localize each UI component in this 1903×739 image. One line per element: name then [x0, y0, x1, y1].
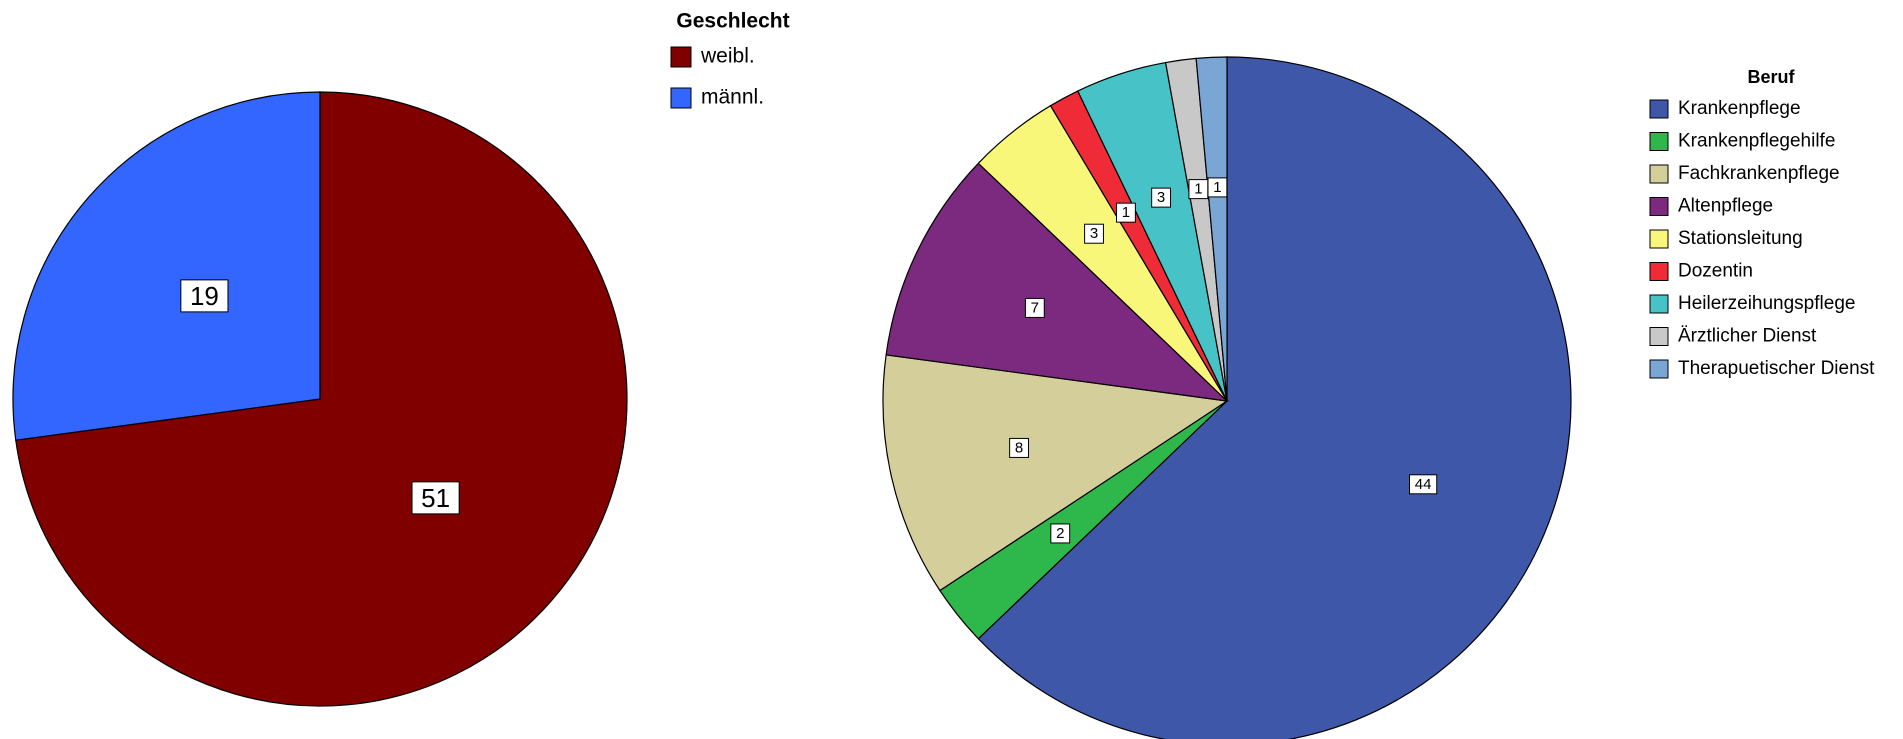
data-label: 1: [1122, 204, 1130, 221]
data-label-box: [411, 481, 460, 515]
data-label-box: [1116, 202, 1136, 223]
data-label: 51: [421, 483, 450, 513]
legend-swatch: [1649, 294, 1669, 314]
legend-swatch: [1649, 262, 1669, 281]
data-label: 8: [1015, 439, 1023, 456]
legend-label: Krankenpflege: [1678, 98, 1801, 119]
legend-swatch: [1649, 197, 1669, 216]
data-label: 3: [1090, 225, 1098, 242]
legend-label: Altenpflege: [1678, 196, 1773, 217]
data-label-box: [1151, 187, 1172, 208]
data-label: 3: [1157, 189, 1165, 206]
data-label-box: [1050, 523, 1071, 544]
legend-title: Beruf: [1747, 67, 1795, 87]
pie-slice: [12, 91, 321, 441]
legend-label: Fachkrankenpflege: [1678, 163, 1840, 184]
legend-swatch: [1649, 229, 1669, 249]
data-label-box: [1024, 297, 1045, 318]
data-label: 19: [190, 281, 219, 311]
data-label: 1: [1194, 181, 1202, 198]
legend-label: weibl.: [700, 45, 755, 68]
legend-label: Krankenpflegehilfe: [1678, 131, 1835, 152]
data-label-box: [1409, 474, 1438, 495]
legend-label: Heilerzeihungspflege: [1678, 293, 1855, 314]
data-label: 44: [1415, 476, 1432, 493]
pie-slice: [1195, 56, 1228, 402]
legend-swatch: [1649, 359, 1669, 379]
legend-swatch: [1649, 164, 1669, 184]
data-label-box: [1084, 223, 1104, 244]
legend-label: Dozentin: [1678, 261, 1753, 282]
data-label: 1: [1213, 179, 1221, 196]
legend-label: Stationsleitung: [1678, 228, 1803, 249]
legend-swatch: [1649, 99, 1669, 119]
legend-label: Therapuetischer Dienst: [1678, 358, 1875, 379]
legend-swatch: [1649, 327, 1669, 346]
legend-swatch: [670, 46, 692, 68]
legend-label: männl.: [701, 86, 764, 109]
legend-title: Geschlecht: [676, 10, 789, 33]
legend-swatch: [1649, 132, 1669, 151]
pie-slice: [882, 354, 1229, 592]
pie-slice: [885, 162, 1229, 402]
pie-slice: [15, 91, 628, 707]
data-label-box: [1207, 177, 1228, 198]
data-label-box: [1009, 437, 1029, 458]
data-label: 7: [1031, 299, 1039, 316]
legend-swatch: [670, 87, 692, 109]
data-label-box: [180, 279, 229, 313]
legend-label: Ärztlicher Dienst: [1678, 326, 1817, 347]
data-label: 2: [1056, 525, 1064, 542]
pie-slice: [977, 56, 1572, 739]
